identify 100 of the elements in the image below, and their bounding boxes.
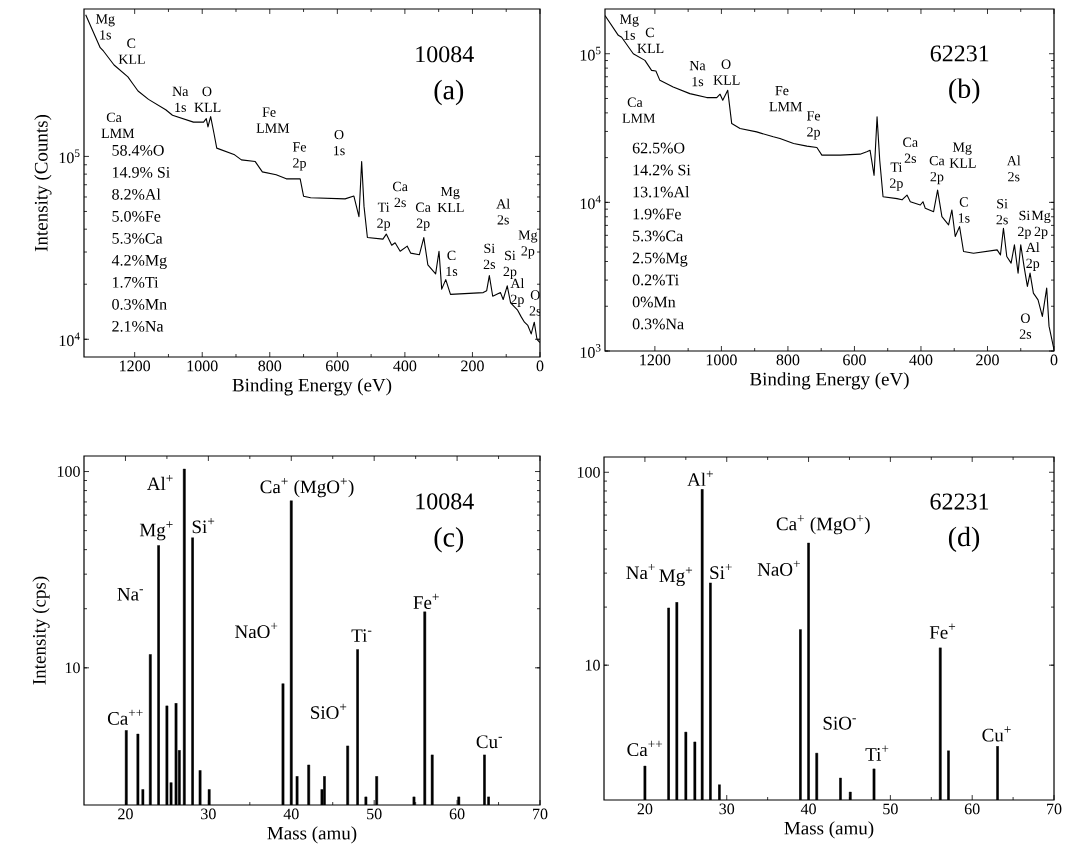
annotation: O KLL: [713, 59, 740, 85]
annotation: Mg 2p: [518, 230, 538, 259]
annotation: Ca$^{++}$: [627, 740, 663, 757]
annotation: O KLL: [194, 86, 221, 113]
annotation: Si 2p: [503, 250, 517, 280]
annotation: 1.9%Fe: [633, 208, 681, 220]
y-tick-label: 10$^{5}$: [59, 149, 80, 164]
annotation: Ti 2p: [377, 202, 391, 231]
annotation: O 2s: [1019, 313, 1032, 339]
annotation: Si 2s: [996, 199, 1008, 225]
y-tick-label: 10$^{3}$: [580, 344, 601, 358]
annotation: 8.2%Al: [112, 188, 161, 200]
x-tick-label: 70: [1047, 803, 1062, 815]
annotation: Al 2s: [496, 198, 510, 225]
annotation: Al 2s: [1006, 155, 1021, 182]
annotation: Mg KLL: [949, 142, 976, 168]
annotation: 13.1%Al: [633, 186, 690, 198]
text: 62231: [930, 493, 989, 510]
y-tick-label: 100: [57, 466, 80, 477]
x-tick-label: 600: [843, 354, 866, 366]
annotation: C KLL: [637, 27, 664, 53]
annotation: Al 2p: [510, 278, 525, 307]
annotation: 2.1%Na: [112, 320, 164, 332]
annotation: Ca LMM: [622, 97, 656, 123]
annotation: 58.4%O: [112, 144, 164, 156]
x-tick-label: 20: [637, 803, 653, 815]
y-tick-label: 10$^{4}$: [580, 195, 601, 210]
annotation: 0.2%Ti: [632, 274, 679, 286]
text: 62231: [930, 45, 989, 62]
annotation: Al 2p: [1025, 242, 1040, 271]
annotation: Ti 2p: [889, 162, 903, 191]
annotation: Si 2s: [483, 243, 496, 270]
annotation: Ca LMM: [101, 112, 135, 138]
text: (a): [434, 79, 464, 106]
annotation: Na$^{+}$: [626, 563, 655, 580]
x-axis-title: Mass (amu): [784, 821, 874, 839]
annotation: Fe$^{+}$: [413, 593, 439, 609]
annotation: 5.0%Fe: [112, 210, 161, 222]
annotation: Si$^{+}$: [192, 518, 215, 534]
annotation: Ca$^{++}$: [107, 709, 143, 725]
annotation: Ti$^{-}$: [351, 629, 372, 642]
annotation: 5.3%Ca: [633, 230, 684, 242]
x-axis-title: Binding Energy (eV): [232, 378, 392, 396]
x-tick-label: 40: [800, 803, 816, 815]
annotation: Cu$^{-}$: [476, 735, 503, 749]
x-tick-label: 1000: [187, 360, 218, 372]
x-tick-label: 800: [776, 354, 800, 366]
x-tick-label: 1200: [640, 354, 671, 366]
annotation: 0%Mn: [632, 296, 676, 308]
annotation: 4.2%Mg: [111, 254, 167, 270]
annotation: Mg 2p: [1031, 210, 1051, 240]
x-tick-label: 60: [964, 803, 980, 815]
annotation: C KLL: [118, 38, 145, 64]
x-tick-label: 30: [719, 803, 735, 815]
annotation: Na 1s: [172, 86, 189, 113]
annotation: 1.7%Ti: [112, 276, 159, 288]
annotation: Ca 2s: [903, 137, 918, 164]
annotation: C 1s: [446, 250, 458, 277]
x-tick-label: 0: [536, 360, 544, 372]
annotation: SiO$^{-}$: [823, 716, 856, 730]
annotation: NaO$^{+}$: [235, 622, 278, 639]
x-tick-label: 400: [393, 360, 417, 372]
text: (b): [949, 78, 980, 104]
annotation: Mg$^{+}$: [139, 521, 173, 541]
annotation: Mg KLL: [437, 186, 464, 213]
annotation: Si 2p: [1018, 210, 1031, 240]
annotation: Fe 2p: [292, 142, 307, 171]
annotation: 14.9% Si: [112, 166, 170, 178]
text: 10084: [416, 493, 474, 510]
annotation: Fe$^{+}$: [929, 623, 956, 639]
annotation: 0.3%Mn: [112, 298, 167, 310]
annotation: Al$^{+}$: [687, 470, 713, 486]
annotation: NaO$^{+}$: [757, 560, 800, 576]
annotation: SiO$^{+}$: [311, 703, 347, 719]
y-tick-label: 10$^{5}$: [580, 46, 601, 61]
x-tick-label: 40: [283, 808, 299, 820]
annotation: 5.3%Ca: [112, 232, 163, 244]
y-tick-label: 10$^{4}$: [59, 332, 80, 347]
x-tick-label: 400: [909, 354, 933, 366]
x-tick-label: 70: [533, 808, 548, 820]
x-axis-title: Mass (amu): [267, 826, 357, 844]
annotation: Fe 2p: [806, 111, 821, 140]
x-tick-label: 600: [326, 360, 349, 372]
annotation: Na$^{-}$: [117, 587, 143, 601]
x-tick-label: 20: [118, 808, 133, 820]
y-axis-title: Intensity (cps): [32, 576, 50, 685]
annotation: 0.3%Na: [632, 318, 684, 330]
x-tick-label: 800: [258, 360, 282, 372]
annotation: 2.5%Mg: [632, 252, 688, 267]
annotation: O 1s: [334, 129, 345, 156]
x-tick-label: 50: [367, 808, 382, 820]
text: (c): [434, 527, 464, 553]
y-tick-label: 10: [585, 659, 600, 671]
text: 10084: [416, 46, 474, 63]
x-tick-label: 0: [1050, 354, 1058, 366]
annotation: 62.5%O: [632, 142, 685, 154]
y-axis-title: Intensity (Counts): [34, 114, 52, 252]
annotation: C 1s: [958, 197, 970, 223]
annotation: Mg$^{+}$: [659, 567, 693, 587]
text: (d): [948, 526, 980, 553]
